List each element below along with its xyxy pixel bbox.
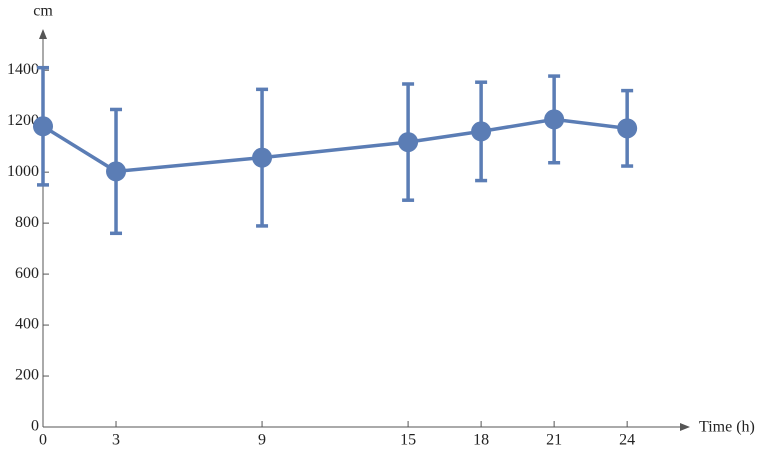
y-tick-label: 0 <box>31 418 39 435</box>
y-tick-label: 1000 <box>7 163 39 180</box>
x-tick-label: 21 <box>546 432 562 449</box>
y-tick-label: 200 <box>15 367 39 384</box>
y-tick-label: 1400 <box>7 61 39 78</box>
x-tick-label: 9 <box>258 432 266 449</box>
x-tick-label: 18 <box>473 432 489 449</box>
point <box>471 121 492 142</box>
point <box>252 147 273 168</box>
y-tick-label: 1200 <box>7 112 39 129</box>
point <box>106 161 127 182</box>
point <box>544 109 565 130</box>
y-tick-label: 400 <box>15 316 39 333</box>
y-tick-label: 800 <box>15 214 39 231</box>
point <box>617 118 638 139</box>
line <box>42 117 628 174</box>
point <box>33 116 53 137</box>
x-tick-label: 15 <box>400 432 416 449</box>
x-tick-label: 3 <box>112 432 120 449</box>
x-tick-label: 0 <box>39 432 47 449</box>
x-axis-label: Time (h) <box>699 419 755 436</box>
point <box>398 132 419 153</box>
x-tick-label: 24 <box>619 432 635 449</box>
y-tick-label: 600 <box>15 265 39 282</box>
y-axis-label: cm <box>33 3 53 20</box>
